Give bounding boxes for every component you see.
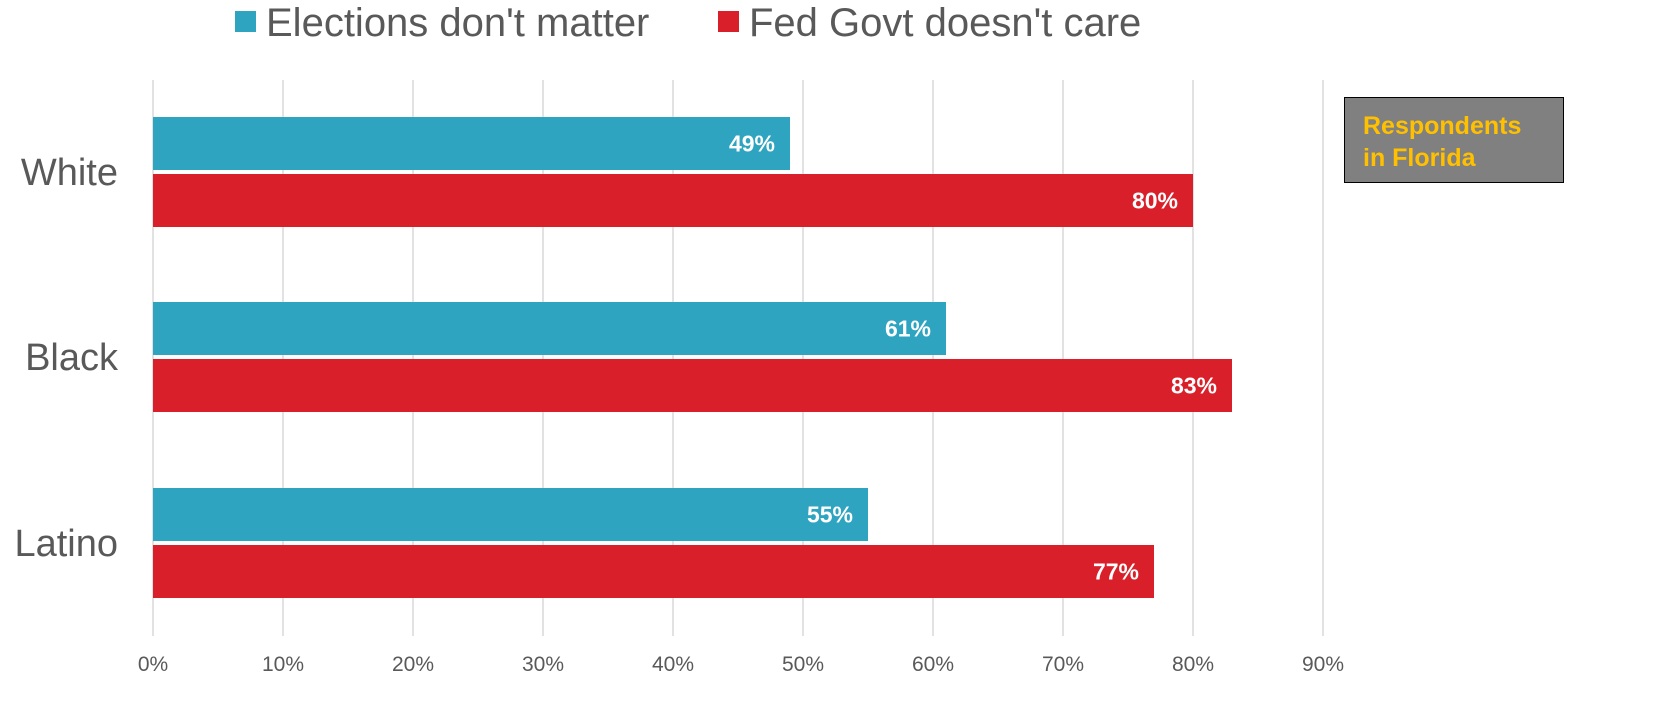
bar	[153, 488, 868, 541]
data-label: 83%	[1171, 373, 1217, 399]
annotation-line-1: Respondents	[1363, 112, 1522, 140]
bar	[153, 117, 790, 170]
category-labels: White Black Latino	[14, 152, 119, 565]
data-label: 55%	[807, 502, 853, 528]
x-tick-label: 0%	[138, 653, 168, 676]
category-label: Latino	[14, 523, 118, 565]
data-label: 80%	[1132, 188, 1178, 214]
x-tick-label: 50%	[782, 653, 824, 676]
x-tick-label: 30%	[522, 653, 564, 676]
legend: Elections don't matter Fed Govt doesn't c…	[235, 1, 1141, 45]
bar	[153, 174, 1193, 227]
annotation-line-2: in Florida	[1363, 144, 1476, 172]
data-label: 77%	[1093, 559, 1139, 585]
data-label: 61%	[885, 316, 931, 342]
x-tick-label: 40%	[652, 653, 694, 676]
data-label: 49%	[729, 131, 775, 157]
bar	[153, 359, 1232, 412]
x-tick-label: 10%	[262, 653, 304, 676]
category-label: Black	[25, 337, 119, 379]
category-label: White	[21, 152, 118, 194]
x-tick-label: 60%	[912, 653, 954, 676]
legend-swatch	[235, 11, 256, 32]
gridlines	[152, 80, 1324, 636]
legend-label: Elections don't matter	[266, 1, 649, 45]
legend-label: Fed Govt doesn't care	[749, 1, 1141, 45]
x-tick-label: 70%	[1042, 653, 1084, 676]
bar	[153, 302, 946, 355]
x-axis-ticks: 0% 10% 20% 30% 40% 50% 60% 70% 80% 90%	[138, 653, 1344, 676]
annotation-box: Respondents in Florida	[1344, 97, 1564, 183]
x-tick-label: 80%	[1172, 653, 1214, 676]
legend-swatch	[718, 11, 739, 32]
x-tick-label: 90%	[1302, 653, 1344, 676]
bars: 49% 80% 61% 83% 55% 77%	[153, 117, 1232, 598]
x-tick-label: 20%	[392, 653, 434, 676]
bar	[153, 545, 1154, 598]
